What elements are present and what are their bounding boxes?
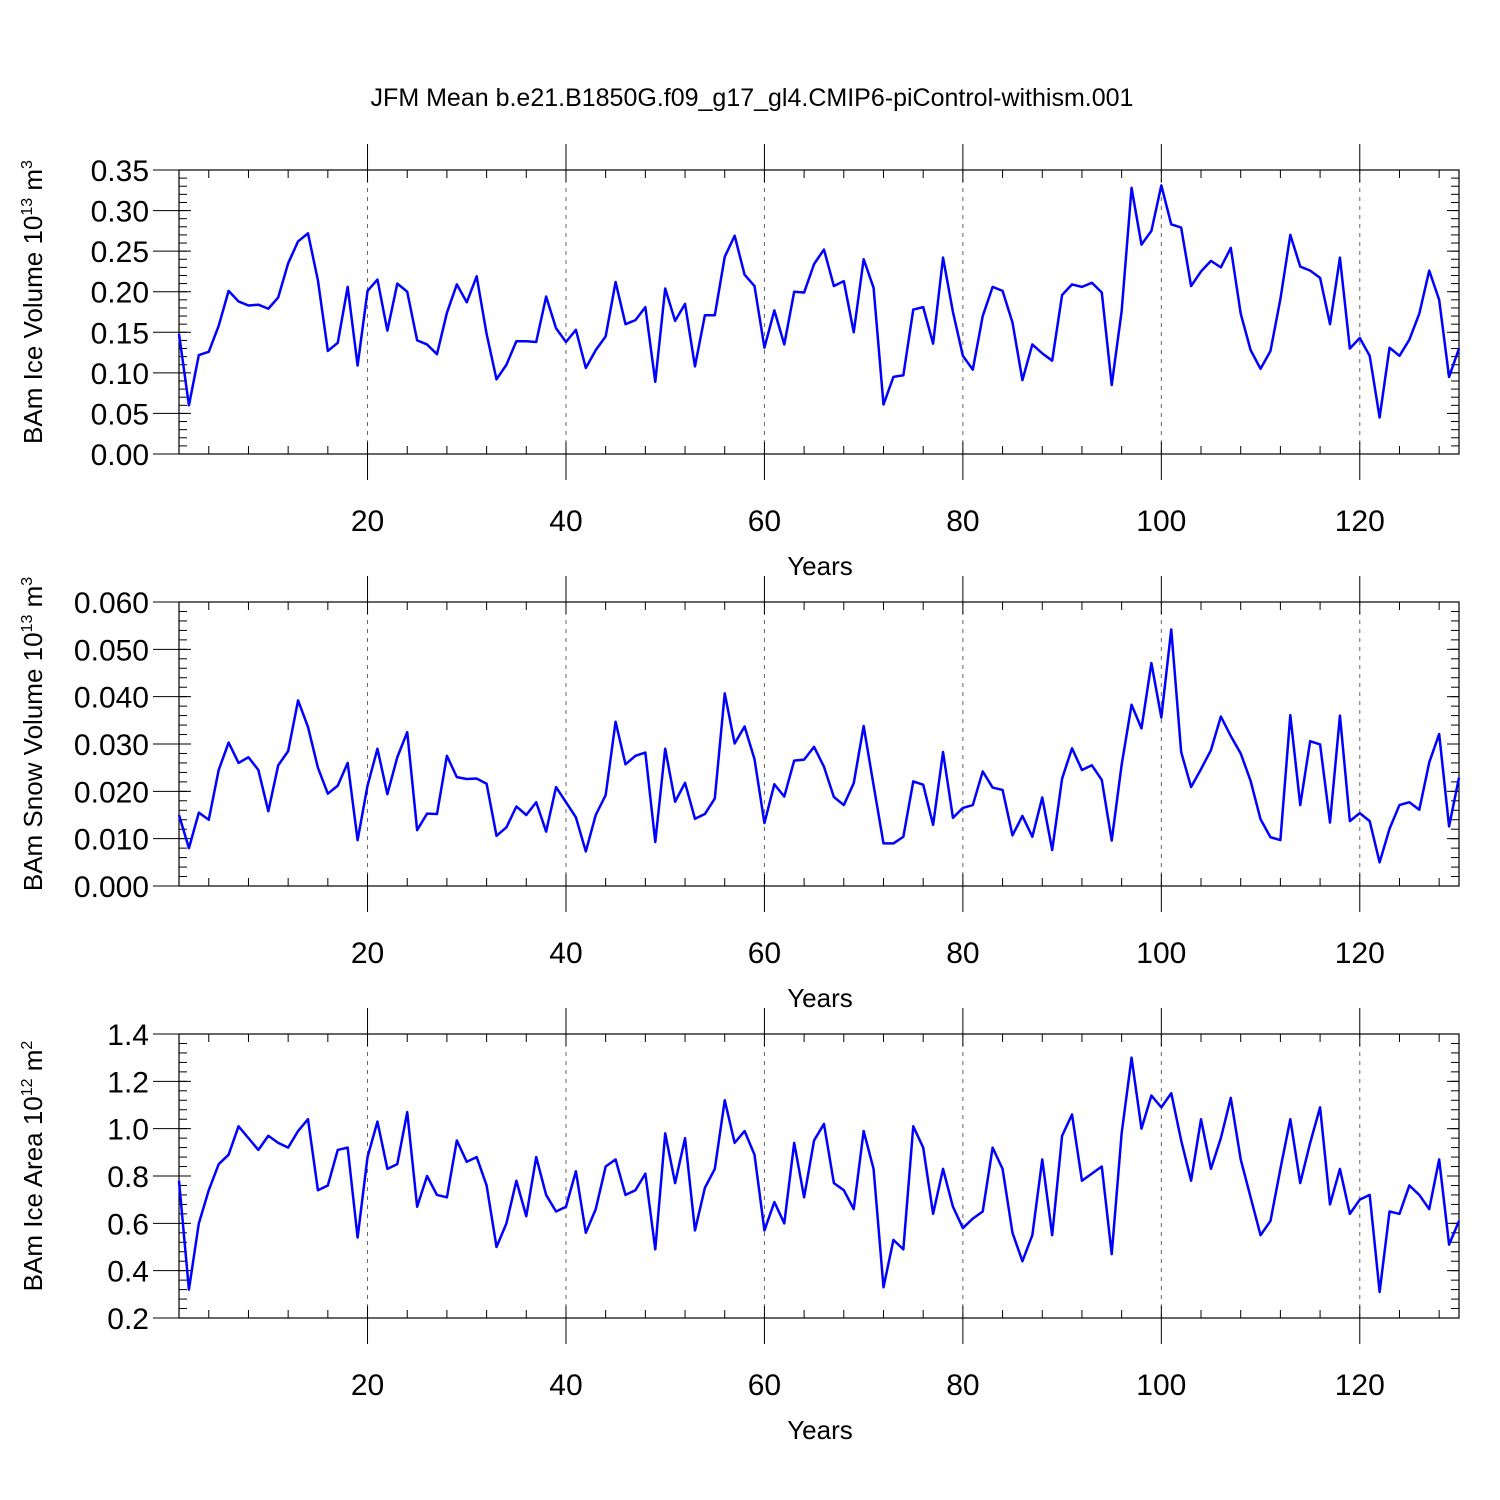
y-axis-label-superscript: 13 <box>19 198 36 216</box>
x-tick-label: 20 <box>351 1369 384 1402</box>
y-tick-label: 0.20 <box>91 277 149 310</box>
x-tick-label: 40 <box>549 505 582 538</box>
plot-frame <box>178 601 1460 887</box>
x-tick-label: 60 <box>748 1369 781 1402</box>
x-axis-label: Years <box>787 983 853 1013</box>
series-line-ice-volume <box>177 184 1461 419</box>
y-tick-label: 0.020 <box>74 776 149 809</box>
y-axis-label-superscript: 13 <box>19 615 36 633</box>
y-tick-label: 0.15 <box>91 317 149 350</box>
figure-title: JFM Mean b.e21.B1850G.f09_g17_gl4.CMIP6-… <box>371 84 1134 112</box>
y-tick-label: 0.000 <box>74 871 149 904</box>
series-line-snow-volume <box>177 628 1461 864</box>
y-tick-label: 0.050 <box>74 634 149 667</box>
y-tick-label: 1.4 <box>107 1019 149 1052</box>
y-axis-label-part: BAm Ice Area 10 <box>18 1096 48 1291</box>
y-axis-label-part: m <box>18 1050 48 1079</box>
y-tick-label: 0.2 <box>107 1303 149 1336</box>
x-tick-label: 40 <box>549 937 582 970</box>
x-tick-label: 80 <box>946 937 979 970</box>
x-tick-label: 20 <box>351 505 384 538</box>
x-tick-label: 120 <box>1335 505 1385 538</box>
y-axis-label-part: BAm Ice Volume 10 <box>18 216 48 444</box>
x-tick-label: 40 <box>549 1369 582 1402</box>
y-tick-label: 0.040 <box>74 682 149 715</box>
y-tick-label: 0.010 <box>74 824 149 857</box>
x-axis-label: Years <box>787 1415 853 1445</box>
y-tick-label: 0.030 <box>74 729 149 762</box>
x-tick-label: 80 <box>946 505 979 538</box>
y-tick-label: 0.6 <box>107 1208 149 1241</box>
y-axis-label: BAm Ice Volume 1013 m3 <box>18 160 48 444</box>
panel-ice-area: 0.2 0.4 0.6 0.8 1.0 1.2 1.4 20 40 60 80 100 120 Years… <box>18 1008 1461 1445</box>
x-tick-label: 80 <box>946 1369 979 1402</box>
plot-frame <box>178 169 1460 455</box>
plot-frame <box>178 1033 1460 1319</box>
x-tick-label: 60 <box>748 937 781 970</box>
y-tick-label: 0.05 <box>91 398 149 431</box>
x-tick-label: 60 <box>748 505 781 538</box>
y-tick-label: 0.35 <box>91 155 149 188</box>
y-tick-label: 0.8 <box>107 1161 149 1194</box>
y-axis-label: BAm Snow Volume 1013 m3 <box>18 577 48 891</box>
x-tick-label: 100 <box>1136 937 1186 970</box>
y-axis-label-superscript: 12 <box>19 1078 36 1096</box>
x-tick-label: 120 <box>1335 1369 1385 1402</box>
y-axis-label-part: BAm Snow Volume 10 <box>18 632 48 891</box>
x-tick-label: 100 <box>1136 505 1186 538</box>
y-tick-label: 0.25 <box>91 236 149 269</box>
y-tick-label: 1.2 <box>107 1066 149 1099</box>
y-axis-label: BAm Ice Area 1012 m2 <box>18 1041 48 1292</box>
y-axis-label-part: m <box>18 586 48 615</box>
y-tick-label: 0.30 <box>91 196 149 229</box>
series-line-ice-area <box>177 1056 1461 1294</box>
panel-snow-volume: 0.000 0.010 0.020 0.030 0.040 0.050 0.060 20 40 6… <box>18 576 1461 1013</box>
x-tick-label: 100 <box>1136 1369 1186 1402</box>
x-tick-label: 20 <box>351 937 384 970</box>
y-tick-label: 0.4 <box>107 1256 149 1289</box>
y-axis-label-superscript: 3 <box>19 160 36 169</box>
y-tick-label: 0.10 <box>91 358 149 391</box>
y-tick-label: 0.00 <box>91 439 149 472</box>
y-tick-label: 1.0 <box>107 1114 149 1147</box>
x-tick-label: 120 <box>1335 937 1385 970</box>
y-axis-label-part: m <box>18 169 48 198</box>
y-tick-label: 0.060 <box>74 587 149 620</box>
panel-ice-volume: 0.00 0.05 0.10 0.15 0.20 0.25 0.30 0.35 20 40 60 80… <box>18 144 1461 581</box>
y-axis-label-superscript: 2 <box>19 1041 36 1050</box>
y-axis-label-superscript: 3 <box>19 577 36 586</box>
x-axis-label: Years <box>787 551 853 581</box>
